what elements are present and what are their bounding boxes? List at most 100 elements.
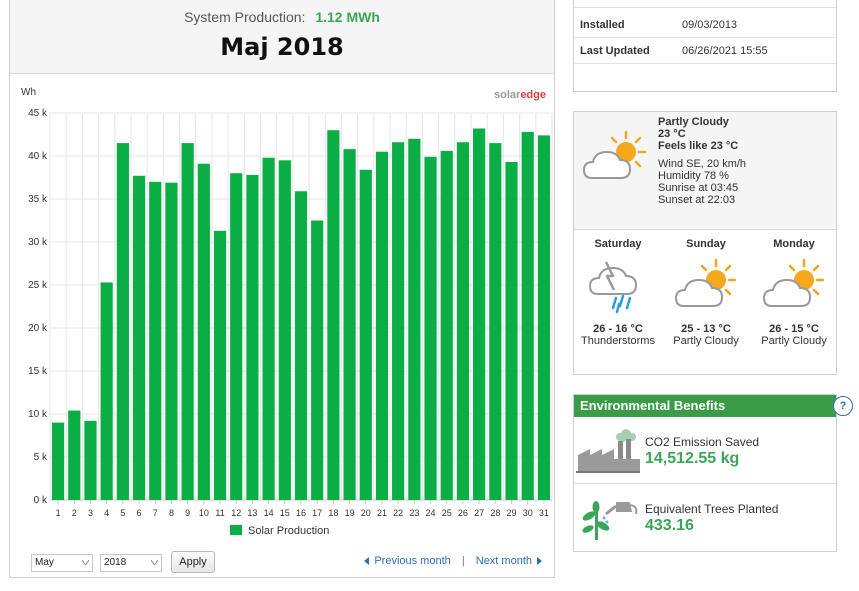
- x-tick-label: 29: [507, 508, 517, 518]
- bar-day-15: [278, 160, 291, 501]
- bar-day-26: [456, 142, 470, 500]
- legend-swatch: [230, 525, 242, 535]
- tree-watering-icon: [582, 501, 638, 540]
- chevron-down-icon: [151, 560, 158, 565]
- x-tick-label: 15: [280, 508, 290, 518]
- x-tick-label: 27: [474, 508, 484, 518]
- x-tick-label: 9: [185, 508, 190, 518]
- co2-value: 14,512.55 kg: [645, 450, 740, 467]
- chevron-left-icon: [364, 557, 370, 565]
- trees-value: 433.16: [645, 517, 694, 534]
- y-tick-label: 10 k: [28, 409, 48, 420]
- forecast-condition: Thunderstorms: [581, 335, 655, 347]
- factory-icon: [576, 429, 640, 473]
- y-tick-label: 40 k: [28, 151, 48, 162]
- bar-day-6: [132, 175, 146, 500]
- bar-day-17: [311, 220, 324, 500]
- x-tick-label: 4: [104, 508, 109, 518]
- installed-label: Installed: [580, 19, 625, 31]
- year-select-value: 2018: [104, 557, 127, 568]
- last-updated-label: Last Updated: [580, 45, 650, 57]
- x-tick-label: 18: [328, 508, 338, 518]
- x-tick-label: 21: [377, 508, 387, 518]
- humidity: Humidity 78 %: [658, 170, 729, 182]
- month-select[interactable]: May: [31, 554, 93, 572]
- bar-day-24: [424, 156, 437, 501]
- nav-separator: |: [461, 555, 465, 567]
- chevron-down-icon: [82, 560, 89, 565]
- forecast-day-name: Monday: [773, 238, 815, 250]
- current-temp: 23 °C: [658, 128, 686, 140]
- bar-day-10: [197, 163, 210, 500]
- y-tick-label: 15 k: [28, 366, 48, 377]
- sunrise: Sunrise at 03:45: [658, 182, 739, 194]
- x-tick-label: 19: [345, 508, 355, 518]
- next-month-label: Next month: [475, 555, 532, 567]
- forecast-temp: 26 - 16 °C: [593, 323, 643, 335]
- x-tick-label: 7: [153, 508, 158, 518]
- bar-day-25: [440, 150, 453, 500]
- production-panel: System Production: 1.12 MWh Maj 2018 0 k…: [9, 0, 555, 578]
- environmental-benefits-card: Environmental Benefits CO2 Emission Save…: [573, 394, 837, 552]
- bar-day-14: [262, 157, 275, 500]
- forecast-temp: 26 - 15 °C: [769, 323, 819, 335]
- x-tick-label: 3: [88, 508, 93, 518]
- forecast-day-2: Sunday 25 - 13 °C Partly Cloudy: [662, 238, 750, 347]
- thunderstorm-icon: [588, 261, 638, 314]
- next-month-link[interactable]: Next month: [476, 555, 542, 567]
- x-tick-label: 20: [361, 508, 371, 518]
- previous-month-link[interactable]: Previous month: [364, 555, 451, 567]
- bar-day-13: [246, 174, 259, 501]
- x-tick-label: 17: [312, 508, 322, 518]
- partly-cloudy-icon: [582, 130, 647, 179]
- x-tick-label: 6: [137, 508, 142, 518]
- environmental-benefits-title: Environmental Benefits: [574, 395, 836, 417]
- weather-card: Partly Cloudy 23 °C Feels like 23 °C Win…: [573, 111, 837, 375]
- bar-day-11: [213, 230, 227, 500]
- trees-row: Equivalent Trees Planted 433.16: [574, 484, 836, 550]
- bar-day-21: [375, 151, 389, 500]
- x-tick-label: 16: [296, 508, 306, 518]
- bar-day-1: [52, 422, 65, 500]
- forecast-condition: Partly Cloudy: [673, 335, 739, 347]
- x-tick-label: 23: [409, 508, 419, 518]
- apply-button[interactable]: Apply: [171, 551, 215, 573]
- system-production-value: 1.12 MWh: [315, 9, 380, 25]
- forecast-temp: 25 - 13 °C: [681, 323, 731, 335]
- installed-value: 09/03/2013: [682, 19, 738, 31]
- forecast-day-1: Saturday 26 - 16 °C Thunderstorms: [574, 238, 662, 347]
- system-production-label: System Production:: [184, 9, 306, 25]
- legend-label: Solar Production: [248, 525, 329, 537]
- y-tick-label: 30 k: [28, 237, 48, 248]
- last-updated-value: 06/26/2021 15:55: [682, 45, 768, 57]
- bar-day-28: [489, 143, 502, 500]
- bar-day-3: [84, 420, 97, 500]
- y-tick-label: 5 k: [34, 452, 48, 463]
- env-divider: [574, 483, 836, 484]
- y-axis-label: Wh: [21, 87, 36, 98]
- current-weather: Partly Cloudy 23 °C Feels like 23 °C Win…: [574, 112, 836, 230]
- month-title: Maj 2018: [220, 33, 344, 61]
- forecast-condition: Partly Cloudy: [761, 335, 827, 347]
- x-tick-label: 11: [215, 508, 224, 518]
- x-tick-label: 10: [199, 508, 209, 518]
- bar-day-12: [230, 173, 243, 500]
- bar-day-7: [149, 181, 162, 501]
- site-info-card: Installed 09/03/2013 Last Updated 06/26/…: [573, 0, 837, 92]
- bar-chart-svg: 0 k5 k10 k15 k20 k25 k30 k35 k40 k45 k1 2…: [21, 87, 553, 537]
- installed-row: Installed 09/03/2013: [574, 12, 836, 38]
- month-navigation: Previous month | Next month: [364, 555, 542, 567]
- y-tick-label: 25 k: [28, 280, 48, 291]
- chevron-right-icon: [537, 557, 542, 565]
- x-tick-label: 26: [458, 508, 468, 518]
- sunset: Sunset at 22:03: [658, 194, 736, 206]
- current-condition: Partly Cloudy: [658, 116, 729, 128]
- x-tick-label: 2: [72, 508, 77, 518]
- help-icon[interactable]: ?: [833, 396, 853, 416]
- bar-day-4: [100, 282, 113, 500]
- system-production: System Production: 1.12 MWh: [10, 9, 554, 25]
- bar-day-30: [521, 131, 534, 501]
- year-select[interactable]: 2018: [100, 554, 162, 572]
- x-tick-label: 25: [442, 508, 452, 518]
- bar-day-27: [473, 128, 486, 501]
